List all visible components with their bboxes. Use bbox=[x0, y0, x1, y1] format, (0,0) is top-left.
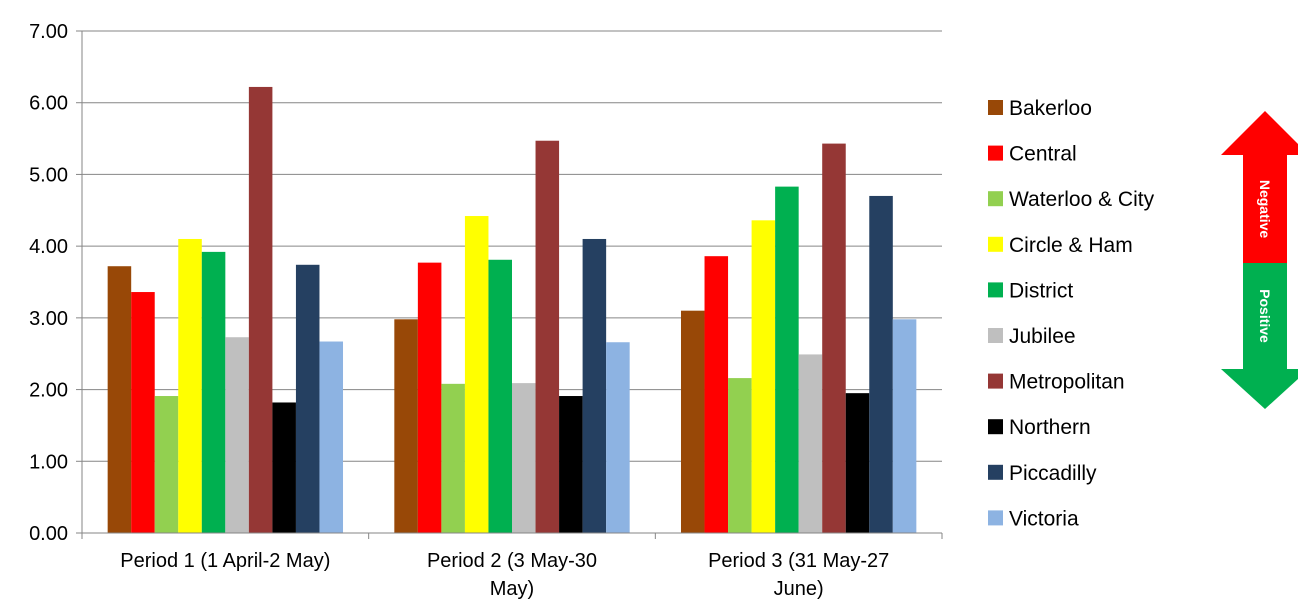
x-tick-label: Period 2 (3 May-30 May) bbox=[427, 550, 597, 600]
bar-central-1 bbox=[131, 292, 155, 533]
bar-metropolitan-3 bbox=[822, 143, 846, 533]
legend-swatch bbox=[988, 145, 1003, 161]
legend-label: Piccadilly bbox=[1009, 462, 1097, 485]
legend-swatch bbox=[988, 419, 1003, 435]
bar-central-3 bbox=[704, 256, 729, 533]
bar-waterloo-city-2 bbox=[441, 383, 465, 533]
x-axis-ticks: Period 1 (1 April-2 May) Period 2 (3 May-… bbox=[120, 550, 889, 600]
x-tick-label: Period 3 (31 May-27 June) bbox=[708, 550, 889, 600]
bar-jubilee-2 bbox=[512, 383, 536, 533]
legend-label: Metropolitan bbox=[1009, 371, 1125, 394]
y-tick-label: 1.00 bbox=[29, 451, 68, 473]
x-tick-label: Period 1 (1 April-2 May) bbox=[120, 550, 330, 572]
legend-label: Northern bbox=[1009, 416, 1091, 439]
y-tick-label: 6.00 bbox=[29, 93, 68, 115]
bar-central-2 bbox=[417, 262, 442, 533]
bar-northern-3 bbox=[845, 393, 870, 533]
positive-negative-indicator: Negative Positive bbox=[1221, 111, 1298, 409]
bar-victoria-3 bbox=[892, 319, 917, 533]
bar-victoria-1 bbox=[319, 341, 344, 533]
y-tick-label: 5.00 bbox=[29, 164, 68, 186]
legend-swatch bbox=[988, 236, 1003, 252]
legend-label: Central bbox=[1009, 143, 1077, 166]
bar-waterloo-city-1 bbox=[154, 396, 179, 533]
bar-circle-ham-2 bbox=[464, 216, 489, 533]
bar-bakerloo-2 bbox=[394, 319, 418, 533]
bars bbox=[107, 86, 917, 534]
positive-arrow-down-icon bbox=[1221, 263, 1298, 409]
legend-label: Circle & Ham bbox=[1009, 234, 1133, 257]
legend-swatch bbox=[988, 464, 1003, 480]
bar-circle-ham-1 bbox=[178, 238, 202, 533]
y-tick-label: 4.00 bbox=[29, 236, 68, 258]
axes bbox=[81, 31, 943, 539]
bar-jubilee-3 bbox=[798, 354, 823, 533]
bar-piccadilly-3 bbox=[869, 195, 893, 533]
bar-northern-2 bbox=[559, 396, 583, 533]
bar-district-3 bbox=[775, 186, 799, 533]
negative-label: Negative bbox=[1257, 180, 1273, 239]
y-axis-ticks: 0.00 1.00 2.00 3.00 4.00 5.00 6.00 7.00 bbox=[29, 21, 82, 545]
y-tick-label: 7.00 bbox=[29, 21, 68, 43]
legend-swatch bbox=[988, 373, 1003, 389]
bar-bakerloo-1 bbox=[107, 266, 132, 533]
legend-label: Waterloo & City bbox=[1009, 188, 1155, 211]
legend-label: Bakerloo bbox=[1009, 97, 1092, 120]
bar-waterloo-city-3 bbox=[728, 378, 752, 533]
legend-swatch bbox=[988, 191, 1003, 207]
legend-swatch bbox=[988, 100, 1003, 115]
legend: Bakerloo Central Waterloo & City Circle & H… bbox=[988, 97, 1155, 530]
bar-metropolitan-1 bbox=[248, 86, 273, 534]
bar-district-1 bbox=[201, 251, 226, 533]
legend-label: District bbox=[1009, 279, 1073, 302]
y-tick-label: 2.00 bbox=[29, 380, 68, 402]
y-tick-label: 0.00 bbox=[29, 523, 68, 545]
bar-jubilee-1 bbox=[225, 337, 249, 533]
bar-piccadilly-1 bbox=[295, 264, 320, 533]
legend-swatch bbox=[988, 510, 1003, 526]
bar-circle-ham-3 bbox=[751, 220, 776, 533]
legend-swatch bbox=[988, 282, 1003, 298]
positive-label: Positive bbox=[1257, 289, 1273, 343]
legend-swatch bbox=[988, 328, 1003, 343]
negative-arrow-up-icon bbox=[1221, 111, 1298, 263]
bar-district-2 bbox=[488, 259, 512, 533]
bar-bakerloo-3 bbox=[680, 310, 705, 533]
bar-metropolitan-2 bbox=[535, 140, 560, 534]
bar-piccadilly-2 bbox=[582, 238, 607, 533]
y-tick-label: 3.00 bbox=[29, 308, 68, 330]
bar-victoria-2 bbox=[606, 342, 630, 533]
bar-northern-1 bbox=[272, 402, 296, 533]
legend-label: Victoria bbox=[1009, 507, 1079, 530]
legend-label: Jubilee bbox=[1009, 325, 1076, 348]
